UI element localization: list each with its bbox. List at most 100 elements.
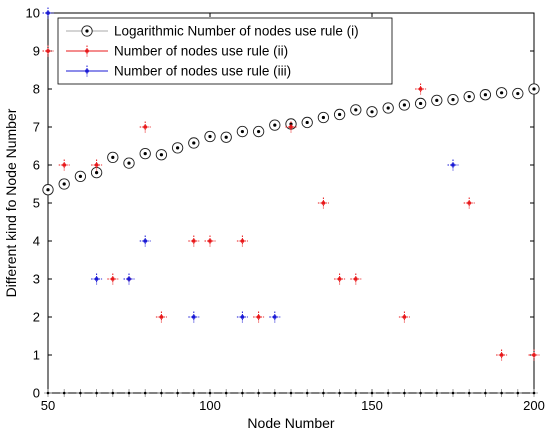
zero-point-center [289,391,293,395]
series-3 [42,7,459,323]
zero-point-center [143,391,147,395]
rule-iii-point-center [127,277,131,281]
rule-ii-point-center [256,315,261,319]
rule-ii-point-center [321,201,326,205]
rule-ii-point-center [191,239,196,243]
log-rule-i-point-center [127,161,131,165]
log-rule-i-point-center [273,123,277,127]
log-rule-i-point-center [483,93,487,97]
log-rule-i-point-center [111,155,115,159]
x-tick-label: 100 [199,398,221,413]
zero-point-center [95,391,98,395]
zero-point-center [62,391,66,395]
log-rule-i-point-center [305,120,309,125]
rule-iii-point-center [143,239,148,243]
log-rule-i-point-center [143,152,147,156]
log-rule-i-point-center [451,98,455,102]
rule-ii-point-center [240,239,245,243]
zero-point-center [111,391,115,395]
log-rule-i-point-center [516,91,520,96]
log-rule-i-point-center [467,95,471,99]
log-rule-i-point-center [354,108,358,112]
rule-ii-point-center [467,201,472,205]
zero-point-center [305,391,309,395]
log-rule-i-point-center [46,188,50,192]
zero-point-center [273,391,277,395]
log-rule-i-point-center [224,135,228,139]
log-rule-i-point-center [62,182,66,186]
log-rule-i-point-center [419,101,423,106]
y-tick-label: 9 [33,44,40,59]
log-rule-i-point-center [289,122,293,126]
zero-point-center [532,391,536,395]
log-rule-i-point-center [95,171,99,175]
rule-iii-point-center [451,163,455,167]
log-rule-i-point-center [532,87,536,91]
zero-point-center [451,391,455,395]
rule-ii-point-center [110,277,115,281]
series-2 [42,45,540,361]
rule-ii-point-center [46,49,50,53]
x-tick-label: 200 [523,398,545,413]
zero-point-center [467,391,471,395]
log-rule-i-point-center [321,115,325,120]
log-rule-i-point-center [208,134,212,139]
log-rule-i-point-center [257,129,261,134]
series-1 [42,83,540,196]
zero-point-center [403,391,406,395]
y-tick-label: 0 [33,386,40,401]
zero-point-center [354,391,358,395]
rule-ii-point-center [208,239,212,243]
rule-ii-point-center [143,125,148,129]
log-rule-i-point-center [192,141,196,145]
data-series [42,7,540,397]
rule-ii-point-center [62,163,67,167]
log-rule-i-point-center [370,110,374,114]
rule-iii-point-center [240,315,245,319]
rule-iii-point-center [94,277,99,281]
y-tick-label: 8 [33,82,40,97]
y-tick-label: 2 [33,310,40,325]
log-rule-i-point-center [78,174,82,178]
y-tick-label: 6 [33,158,40,173]
legend-label: Number of nodes use rule (iii) [114,64,291,79]
rule-iii-point-center [46,11,50,15]
zero-point-center [484,391,487,395]
zero-point-center [257,391,260,395]
legend-marker-center [85,49,89,53]
zero-point-center [386,391,390,395]
x-tick-label: 50 [41,398,55,413]
legend-marker-center [85,29,89,33]
log-rule-i-point-center [386,106,390,110]
legend-label: Number of nodes use rule (ii) [114,44,288,59]
zero-point-center [224,391,228,395]
rule-iii-point-center [272,315,277,319]
log-rule-i-point-center [240,129,244,134]
log-rule-i-point-center [435,98,439,102]
rule-ii-point-center [402,315,407,319]
y-tick-label: 5 [33,196,40,211]
zero-point-center [127,391,131,395]
zero-point-center [435,391,439,395]
x-tick-label: 150 [361,398,383,413]
rule-ii-point-center [289,125,293,129]
y-axis-label: Different kind fo Node Number [3,108,19,297]
zero-point-center [160,391,163,395]
zero-point-center [176,391,179,395]
zero-point-center [419,391,422,395]
log-rule-i-point-center [402,103,406,107]
zero-point-center [208,391,212,395]
log-rule-i-point-center [338,112,342,117]
zero-point-center [322,391,325,395]
zero-point-center [79,391,82,395]
legend-label: Logarithmic Number of nodes use rule (i) [114,24,359,39]
y-tick-label: 10 [26,6,40,21]
rule-iii-point-center [191,315,196,319]
zero-point-center [46,391,50,395]
rule-ii-point-center [159,315,164,319]
zero-point-center [192,391,196,395]
legend: Logarithmic Number of nodes use rule (i)… [57,17,393,85]
legend-marker-center [85,69,89,73]
rule-ii-point-center [418,87,423,91]
zero-point-center [516,391,520,395]
